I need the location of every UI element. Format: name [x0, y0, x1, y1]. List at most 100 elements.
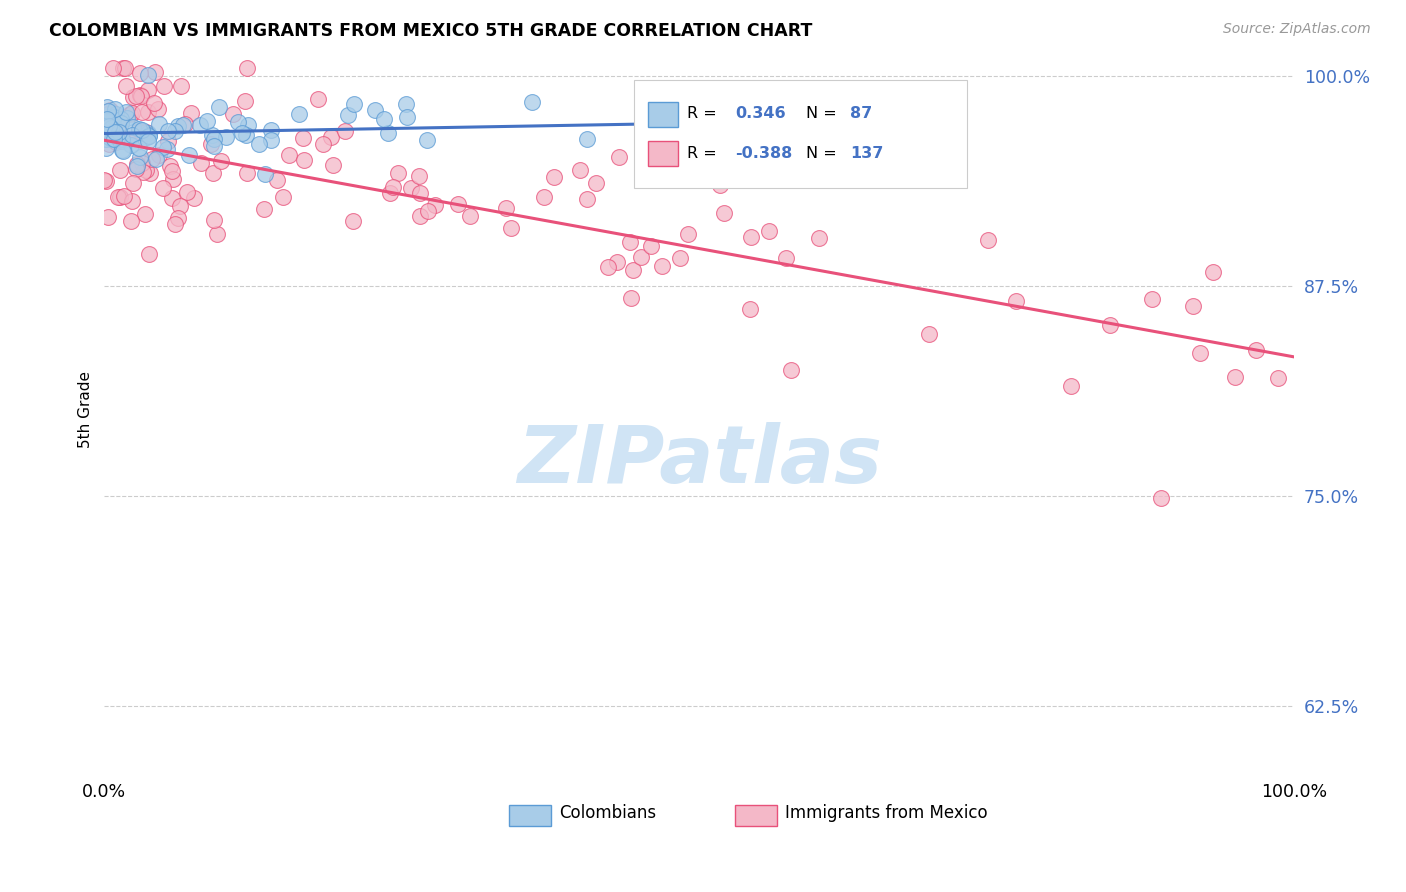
Point: [808, 231, 831, 245]
Point: [716, 168, 738, 182]
Point: [138, 128, 160, 142]
Point: [97, 103, 120, 118]
Point: [122, 120, 145, 135]
Point: [110, 163, 132, 178]
Point: [121, 214, 143, 228]
Text: N =: N =: [806, 106, 837, 121]
Point: [266, 173, 288, 187]
Text: N =: N =: [806, 145, 837, 161]
Point: [138, 104, 160, 119]
Point: [157, 134, 180, 148]
Point: [364, 103, 387, 117]
Point: [96, 100, 118, 114]
Point: [97, 107, 120, 121]
Point: [103, 132, 125, 146]
Point: [373, 112, 395, 126]
Point: [98, 130, 121, 145]
Point: [408, 169, 430, 183]
Point: [202, 138, 225, 153]
Point: [543, 170, 565, 185]
Point: [287, 107, 309, 121]
FancyBboxPatch shape: [648, 103, 678, 127]
Point: [706, 120, 728, 135]
Point: [651, 260, 673, 274]
Point: [207, 100, 229, 114]
Point: [1267, 370, 1289, 384]
Point: [336, 108, 359, 122]
Point: [103, 110, 125, 124]
Point: [138, 128, 160, 143]
Point: [1150, 491, 1173, 505]
Point: [399, 181, 422, 195]
Point: [1181, 299, 1204, 313]
Point: [387, 166, 409, 180]
Point: [101, 61, 124, 75]
Point: [165, 124, 187, 138]
Point: [104, 102, 127, 116]
Text: 137: 137: [851, 145, 884, 161]
Point: [1099, 318, 1122, 333]
Point: [115, 132, 138, 146]
Point: [416, 133, 439, 147]
Point: [322, 158, 344, 172]
Point: [160, 164, 183, 178]
Point: [100, 121, 122, 136]
Point: [423, 198, 446, 212]
Point: [1202, 265, 1225, 279]
Point: [114, 61, 136, 75]
Point: [115, 111, 138, 125]
Point: [1244, 343, 1267, 358]
Point: [121, 128, 143, 142]
Point: [321, 129, 343, 144]
Point: [253, 167, 276, 181]
Point: [696, 113, 718, 128]
Point: [131, 123, 153, 137]
Point: [148, 117, 170, 131]
FancyBboxPatch shape: [509, 805, 551, 826]
Point: [121, 106, 143, 120]
Point: [1060, 378, 1083, 392]
Point: [378, 186, 401, 201]
Point: [259, 133, 281, 147]
Point: [713, 206, 735, 220]
Point: [166, 119, 188, 133]
Text: -0.388: -0.388: [735, 145, 792, 161]
Point: [176, 185, 198, 199]
Point: [575, 132, 598, 146]
Point: [112, 144, 135, 158]
Point: [291, 130, 314, 145]
Point: [596, 260, 619, 275]
Point: [271, 190, 294, 204]
Point: [221, 107, 243, 121]
Point: [169, 199, 191, 213]
Point: [104, 125, 127, 139]
Point: [111, 143, 134, 157]
Point: [204, 212, 226, 227]
Point: [342, 213, 364, 227]
Point: [621, 263, 644, 277]
FancyBboxPatch shape: [735, 805, 776, 826]
Point: [162, 172, 184, 186]
Text: R =: R =: [688, 145, 717, 161]
Point: [160, 191, 183, 205]
Point: [129, 88, 152, 103]
Point: [131, 156, 153, 170]
Point: [173, 117, 195, 131]
Point: [115, 105, 138, 120]
Point: [156, 142, 179, 156]
Point: [977, 233, 1000, 247]
Point: [97, 137, 120, 152]
Point: [669, 251, 692, 265]
Point: [108, 190, 131, 204]
Y-axis label: 5th Grade: 5th Grade: [79, 371, 93, 449]
Point: [107, 125, 129, 139]
Point: [260, 123, 283, 137]
Point: [152, 139, 174, 153]
Point: [779, 363, 801, 377]
Point: [132, 165, 155, 179]
Point: [409, 209, 432, 223]
Point: [105, 135, 128, 149]
Point: [647, 136, 669, 151]
Point: [714, 128, 737, 142]
Text: Colombians: Colombians: [558, 805, 657, 822]
